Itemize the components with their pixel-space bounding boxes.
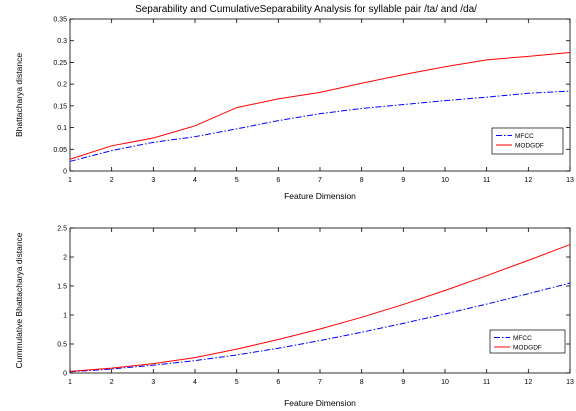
x-tick-label: 11 xyxy=(483,177,490,184)
y-tick-label: 1 xyxy=(63,313,67,320)
y-tick-label: 0.1 xyxy=(57,125,67,132)
x-tick-label: 3 xyxy=(151,177,155,184)
figure-title: Separability and CumulativeSeparability … xyxy=(135,4,477,15)
y-tick-label: 2 xyxy=(63,255,67,262)
x-tick-label: 5 xyxy=(235,177,239,184)
legend-label: MODGDF xyxy=(513,345,542,352)
y-tick-label: 0.2 xyxy=(57,82,67,89)
x-tick-label: 6 xyxy=(276,379,280,386)
x-tick-label: 13 xyxy=(566,177,574,184)
x-tick-label: 9 xyxy=(401,177,405,184)
top-chart: 1 2 3 4 5 6 7 8 9 10 11 12 1300.050.10.150.20.250.30… xyxy=(14,17,574,202)
y-tick-label: 0.5 xyxy=(57,342,67,349)
x-tick-label: 7 xyxy=(318,379,322,386)
x-tick-label: 2 xyxy=(110,177,114,184)
series-line-modgdf xyxy=(69,51,571,160)
series-line-modgdf xyxy=(69,244,571,372)
series-line-mfcc xyxy=(69,282,571,373)
x-tick-label: 10 xyxy=(441,177,449,184)
y-tick-label: 0.15 xyxy=(53,103,67,110)
x-tick-label: 1 xyxy=(68,379,72,386)
series-line-mfcc xyxy=(69,90,571,162)
x-tick-label: 5 xyxy=(235,379,239,386)
x-axis-label: Feature Dimension xyxy=(284,398,356,408)
x-tick-label: 4 xyxy=(193,177,197,184)
y-tick-label: 0 xyxy=(63,371,67,378)
x-axis-label: Feature Dimension xyxy=(284,191,356,201)
legend-label: MODGDF xyxy=(515,143,544,150)
x-tick-label: 7 xyxy=(318,177,322,184)
y-tick-label: 0 xyxy=(63,169,67,176)
x-tick-label: 6 xyxy=(276,177,280,184)
y-tick-label: 0.25 xyxy=(53,60,67,67)
y-tick-label: 2.5 xyxy=(57,226,67,233)
legend: MFCC MODGDF xyxy=(489,329,566,354)
x-tick-label: 12 xyxy=(524,379,532,386)
legend-label: MFCC xyxy=(513,335,532,342)
x-tick-label: 3 xyxy=(151,379,155,386)
x-tick-label: 11 xyxy=(483,379,490,386)
legend: MFCC MODGDF xyxy=(491,127,564,155)
legend-box xyxy=(491,127,564,155)
y-axis-label: Bhattacharya distance xyxy=(14,53,24,137)
x-tick-label: 2 xyxy=(110,379,114,386)
y-tick-label: 0.3 xyxy=(57,38,67,45)
y-tick-label: 0.05 xyxy=(53,147,67,154)
x-tick-label: 4 xyxy=(193,379,197,386)
x-tick-label: 10 xyxy=(441,379,449,386)
x-tick-label: 8 xyxy=(360,379,364,386)
x-tick-label: 8 xyxy=(360,177,364,184)
x-tick-label: 13 xyxy=(566,379,574,386)
y-tick-label: 1.5 xyxy=(57,284,67,291)
x-tick-label: 12 xyxy=(524,177,532,184)
legend-label: MFCC xyxy=(515,133,534,140)
x-tick-label: 1 xyxy=(68,177,72,184)
y-tick-label: 0.35 xyxy=(53,17,67,24)
x-tick-label: 9 xyxy=(401,379,405,386)
y-axis-label: Cummulative Bhattacharya distance xyxy=(14,232,24,368)
